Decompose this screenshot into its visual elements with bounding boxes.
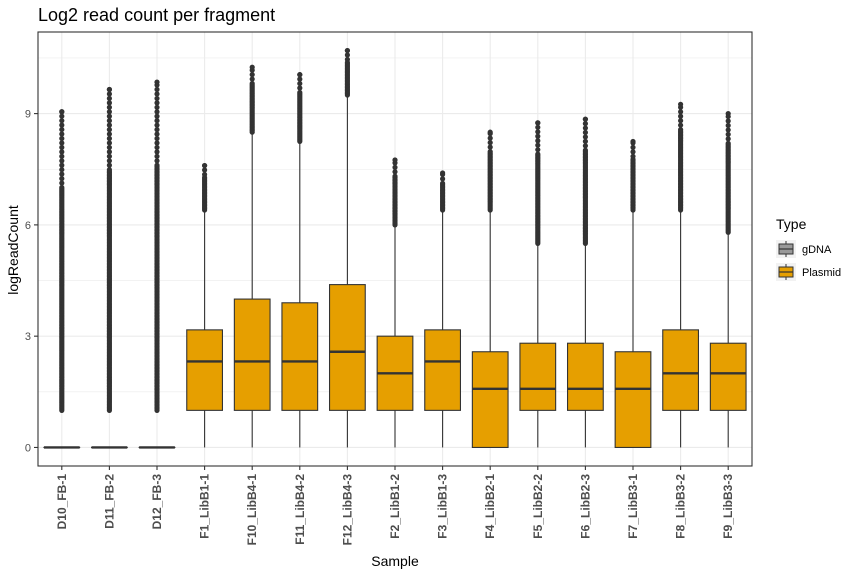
y-axis-title: logReadCount [5,205,21,295]
box-F6_LibB2-3 [566,116,604,448]
box-F10_LibB4-1 [233,64,271,448]
box-F12_LibB4-3 [328,47,366,448]
x-axis: D10_FB-1 D11_FB-2 D12_FB-3 F1_LibB1-1 F10_Li… [55,466,735,545]
box-rect [328,284,366,411]
outliers [202,162,208,213]
x-tick-label: F1_LibB1-1 [198,474,212,539]
box-F4_LibB2-1 [471,129,509,449]
legend-label: gDNA [802,244,832,256]
outliers [582,116,589,247]
box-D10_FB-1 [43,109,81,449]
x-tick-label: F12_LibB4-3 [340,474,354,546]
x-tick-label: F9_LibB3-3 [721,474,735,539]
y-tick-label: 0 [25,442,31,454]
y-tick-label: 6 [25,220,31,232]
box-D11_FB-2 [91,86,128,449]
box-rect [519,342,557,411]
box-rect [233,298,271,411]
box-F2_LibB1-2 [376,157,414,448]
box-rect [709,342,747,411]
outliers [535,120,541,247]
x-tick-label: D11_FB-2 [102,474,116,529]
box-rect [566,342,604,411]
x-tick-label: F6_LibB2-3 [578,474,592,539]
x-tick-label: F4_LibB2-1 [483,474,497,539]
outliers [630,138,636,213]
chart-title: Log2 read count per fragment [38,5,275,25]
legend-key-Plasmid [776,263,796,281]
box-F7_LibB3-1 [614,138,652,449]
legend-title: Type [776,216,807,232]
box-D12_FB-3 [138,79,176,449]
outliers [106,86,112,413]
outliers [487,129,493,213]
x-tick-label: F11_LibB4-2 [293,474,307,545]
box-rect [662,329,700,411]
x-tick-label: F10_LibB4-1 [245,474,259,546]
box-F8_LibB3-2 [662,101,700,448]
outliers [249,64,255,135]
x-tick-label: F5_LibB2-2 [531,474,545,539]
x-tick-label: F8_LibB3-2 [674,474,688,539]
x-tick-label: D12_FB-3 [150,474,164,530]
box-F11_LibB4-2 [281,72,319,448]
outliers [154,79,160,413]
x-tick-label: F3_LibB1-3 [436,474,450,539]
box-F9_LibB3-3 [709,111,747,448]
box-F5_LibB2-2 [519,120,557,448]
outliers [59,109,65,413]
y-tick-label: 3 [25,331,31,343]
outliers [392,157,398,228]
outliers [678,101,684,213]
y-axis: 0 3 6 9 [25,109,38,454]
box-rect [614,351,652,449]
x-tick-label: F7_LibB3-1 [626,474,640,539]
legend: Type gDNA Plasmid [776,216,841,281]
box-rect [186,329,224,411]
box-F1_LibB1-1 [186,162,224,448]
x-axis-title: Sample [371,553,419,569]
outliers [344,47,350,98]
box-rect [471,351,509,449]
box-rect [281,302,319,411]
y-tick-label: 9 [25,109,31,121]
box-F3_LibB1-3 [424,170,462,448]
plot-panel [37,31,753,467]
box-rect [424,329,462,411]
x-tick-label: F2_LibB1-2 [388,474,402,539]
x-tick-label: D10_FB-1 [55,474,69,530]
outliers [725,111,731,235]
legend-key-gDNA [776,240,796,258]
outliers [440,170,446,213]
legend-label: Plasmid [802,267,841,279]
outliers [297,72,303,145]
